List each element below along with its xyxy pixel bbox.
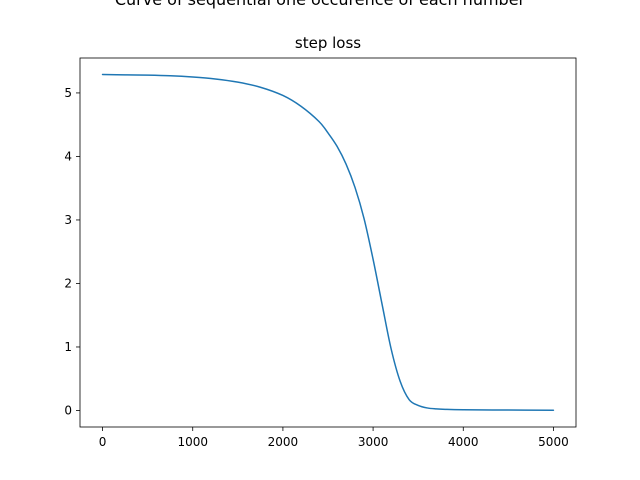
y-tick-label: 4 [64,149,72,163]
figure-suptitle: Curve of sequential one occurence of eac… [115,0,526,9]
x-tick-label: 3000 [358,435,389,449]
y-tick-label: 2 [64,276,72,290]
y-tick-label: 0 [64,403,72,417]
x-tick-label: 0 [99,435,107,449]
x-tick-label: 2000 [268,435,299,449]
series-line-loss [101,73,555,411]
chart-title: step loss [295,34,361,52]
y-tick-label: 1 [64,340,72,354]
x-tick-label: 1000 [177,435,208,449]
y-axis: 0 1 2 3 4 5 [64,86,80,417]
axes-frame [79,57,577,428]
y-tick-label: 5 [64,86,72,100]
plot-area: 0 1000 2000 3000 4000 5000 0 1 2 3 4 5 [64,57,577,449]
x-tick-label: 5000 [538,435,569,449]
x-axis: 0 1000 2000 3000 4000 5000 [99,427,569,449]
y-tick-label: 3 [64,213,72,227]
x-tick-label: 4000 [448,435,479,449]
